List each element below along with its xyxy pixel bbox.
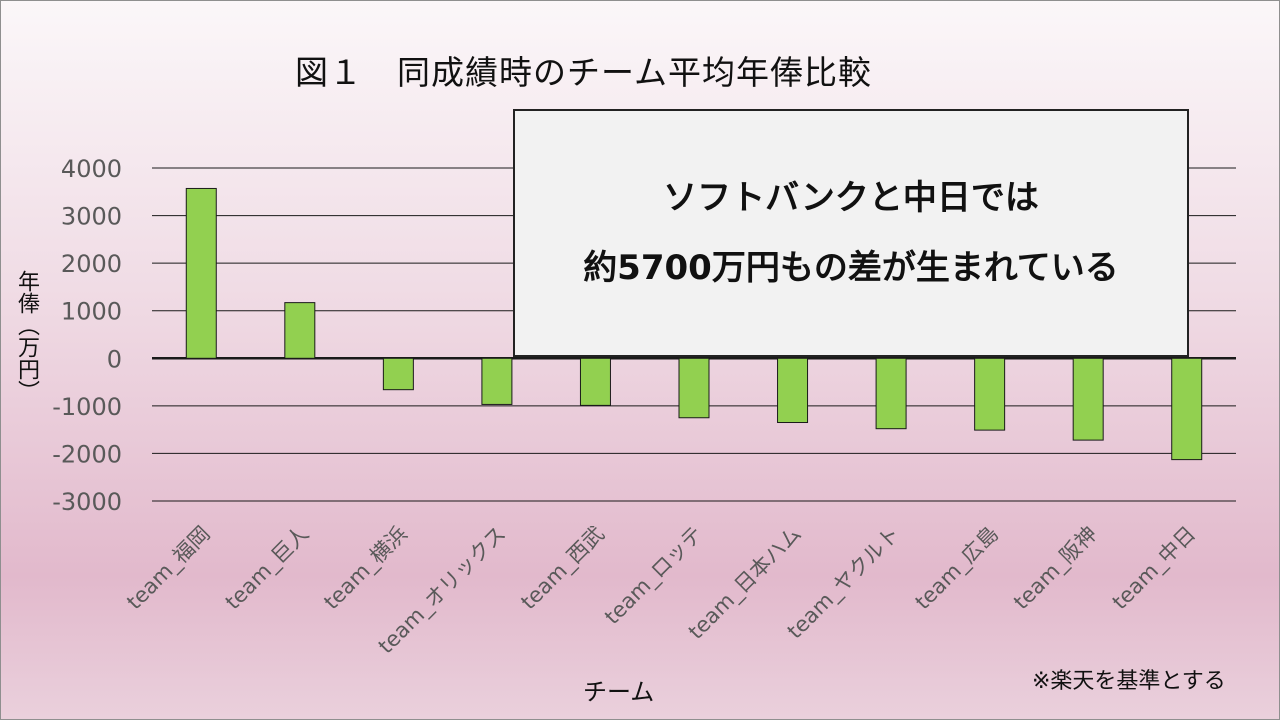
y-tick-label: -1000 bbox=[52, 393, 122, 421]
callout-box: ソフトバンクと中日では 約5700万円もの差が生まれている bbox=[513, 109, 1189, 357]
chart-title: 図１ 同成績時のチーム平均年俸比較 bbox=[295, 53, 873, 92]
x-tick-label: team_福岡 bbox=[122, 522, 215, 615]
bar bbox=[284, 302, 316, 359]
callout-line-2: 約5700万円もの差が生まれている bbox=[583, 248, 1119, 288]
bar bbox=[185, 187, 217, 359]
bar bbox=[678, 357, 710, 419]
bar bbox=[1072, 357, 1104, 441]
bar bbox=[1171, 357, 1203, 461]
y-tick-label: 4000 bbox=[61, 155, 122, 183]
x-tick-label: team_阪神 bbox=[1009, 522, 1102, 615]
x-axis-label: チーム bbox=[583, 678, 655, 706]
bar bbox=[875, 357, 907, 430]
x-tick-label: team_巨人 bbox=[221, 522, 314, 615]
bar bbox=[974, 357, 1006, 431]
bar bbox=[382, 357, 414, 391]
y-axis-label: 年俸（万円） bbox=[14, 270, 39, 402]
callout-line-1: ソフトバンクと中日では bbox=[663, 178, 1039, 218]
y-tick-label: -3000 bbox=[52, 488, 122, 516]
x-tick-label: team_中日 bbox=[1108, 522, 1201, 615]
y-tick-label: 2000 bbox=[61, 250, 122, 278]
x-tick-label: team_横浜 bbox=[319, 522, 412, 615]
bar bbox=[777, 357, 809, 424]
x-tick-label: team_広島 bbox=[911, 522, 1004, 615]
footnote: ※楽天を基準とする bbox=[1032, 669, 1226, 694]
y-tick-label: -2000 bbox=[52, 440, 122, 468]
bar bbox=[579, 357, 611, 406]
y-tick-label: 0 bbox=[107, 345, 122, 373]
y-tick-label: 3000 bbox=[61, 203, 122, 231]
y-tick-label: 1000 bbox=[61, 298, 122, 326]
x-tick-label: team_西武 bbox=[516, 522, 609, 615]
bar bbox=[481, 357, 513, 405]
x-tick-label: team_ロッテ bbox=[600, 522, 708, 630]
